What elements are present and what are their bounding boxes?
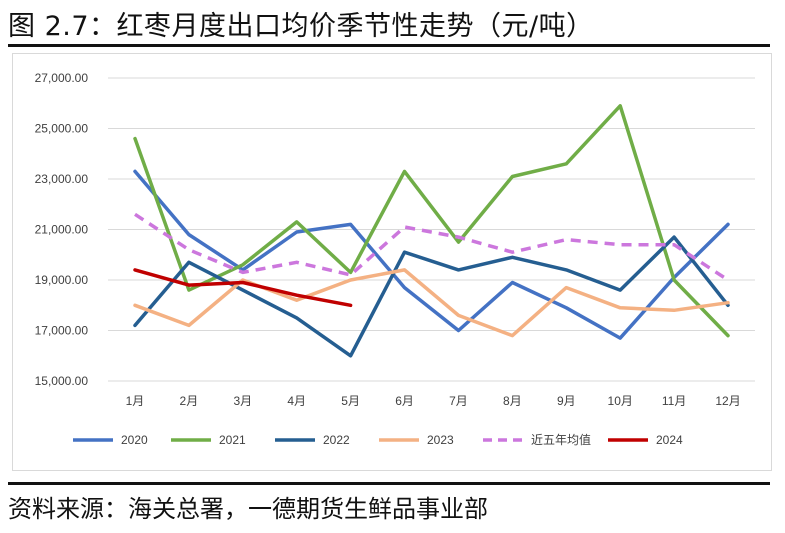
x-tick-label: 8月 xyxy=(503,394,522,408)
y-tick-label: 21,000.00 xyxy=(35,223,89,237)
legend-label-2022[interactable]: 2022 xyxy=(323,433,350,447)
y-tick-label: 23,000.00 xyxy=(35,172,89,186)
x-tick-label: 4月 xyxy=(287,394,306,408)
series-line-2020 xyxy=(133,169,730,340)
x-tick-label: 10月 xyxy=(608,394,633,408)
x-tick-label: 5月 xyxy=(341,394,360,408)
y-tick-label: 17,000.00 xyxy=(35,324,89,338)
legend-label-2024[interactable]: 2024 xyxy=(656,433,683,447)
line-chart: 15,000.00 17,000.00 19,000.00 21,000.00 23,0… xyxy=(35,71,755,447)
gridlines xyxy=(108,77,755,382)
source-note: 资料来源：海关总署，一德期货生鲜品事业部 xyxy=(8,495,488,523)
legend-label-2020[interactable]: 2020 xyxy=(121,433,148,447)
y-tick-label: 25,000.00 xyxy=(35,122,89,136)
y-tick-label: 27,000.00 xyxy=(35,71,89,85)
legend[interactable]: 2020 2021 2022 2023 近五年均值 2024 xyxy=(73,432,683,447)
series-lines xyxy=(133,104,730,358)
x-tick-label: 3月 xyxy=(233,394,252,408)
x-tick-label: 12月 xyxy=(715,394,740,408)
legend-label-2023[interactable]: 2023 xyxy=(427,433,454,447)
x-tick-label: 11月 xyxy=(662,394,686,408)
x-tick-label: 2月 xyxy=(180,394,199,408)
series-line-2024 xyxy=(133,268,353,308)
y-axis-ticks: 15,000.00 17,000.00 19,000.00 21,000.00 23,0… xyxy=(35,71,89,388)
x-tick-label: 9月 xyxy=(557,394,576,408)
y-tick-label: 15,000.00 xyxy=(35,374,89,388)
series-line-2023 xyxy=(133,268,730,338)
x-tick-label: 1月 xyxy=(126,394,145,408)
series-line-2021 xyxy=(133,104,730,338)
source-rule xyxy=(8,482,770,485)
y-tick-label: 19,000.00 xyxy=(35,273,89,287)
x-tick-label: 6月 xyxy=(395,394,414,408)
title-rule xyxy=(8,44,770,47)
legend-label-avg5y[interactable]: 近五年均值 xyxy=(531,432,591,447)
series-line-avg5y xyxy=(134,212,729,282)
chart-container: 15,000.00 17,000.00 19,000.00 21,000.00 23,0… xyxy=(12,53,772,471)
x-tick-label: 7月 xyxy=(449,394,468,408)
x-axis-ticks: 1月 2月 3月 4月 5月 6月 7月 8月 9月 10月 11月 12月 xyxy=(126,394,741,408)
figure-title: 图 2.7：红枣月度出口均价季节性走势（元/吨） xyxy=(8,11,594,42)
legend-label-2021[interactable]: 2021 xyxy=(219,433,246,447)
